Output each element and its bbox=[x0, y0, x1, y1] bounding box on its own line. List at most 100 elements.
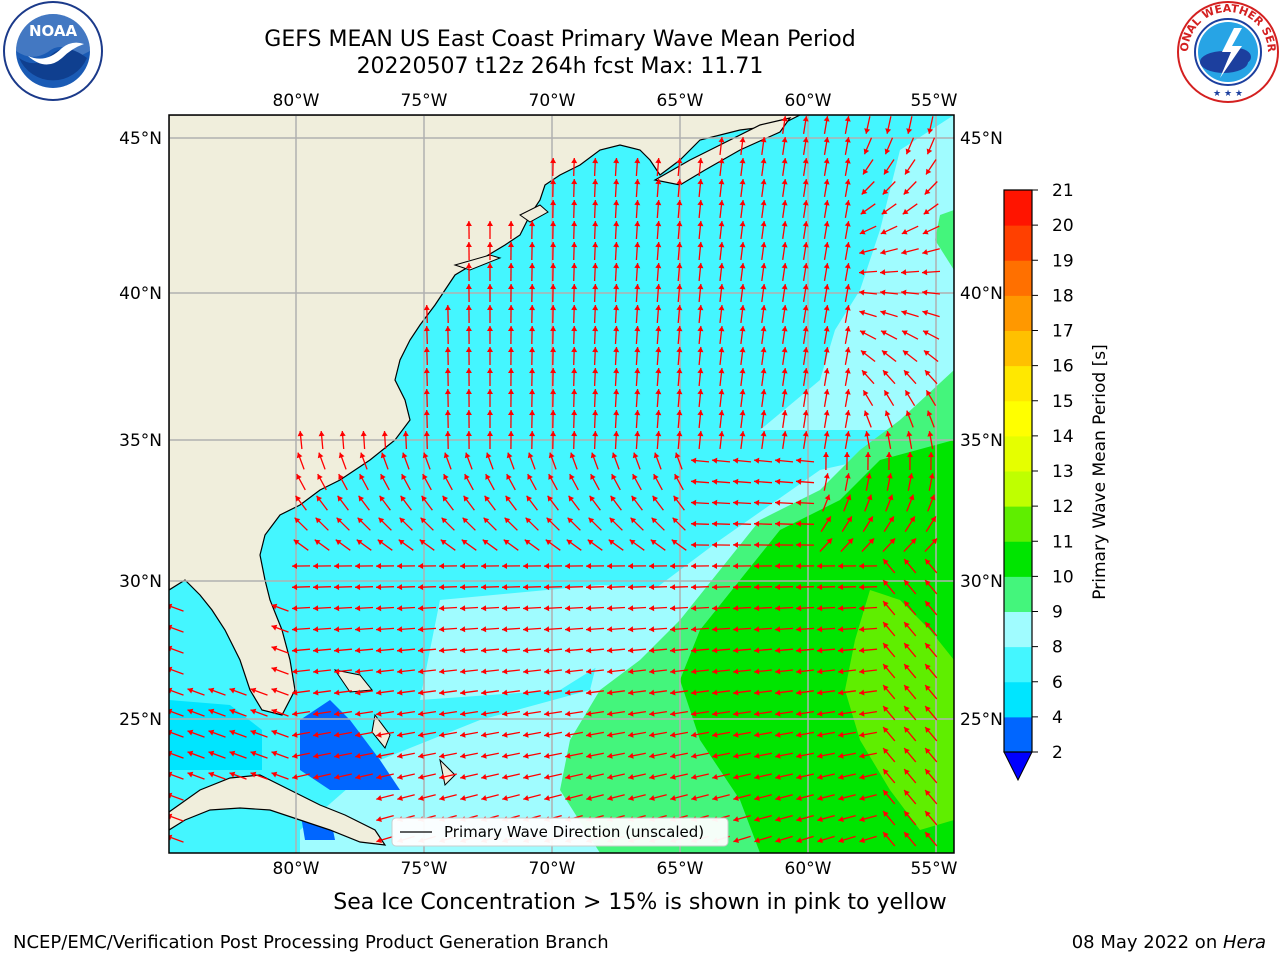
wave-arrow-head bbox=[523, 668, 529, 675]
wave-arrow-head bbox=[169, 792, 173, 799]
legend-label: Primary Wave Direction (unscaled) bbox=[444, 823, 704, 841]
wave-arrow-head bbox=[523, 774, 529, 780]
wave-arrow-head bbox=[733, 541, 738, 548]
wave-arrow-head bbox=[817, 774, 823, 780]
wave-arrow-head bbox=[712, 710, 718, 717]
wave-arrow-head bbox=[910, 538, 917, 545]
wave-arrow-head bbox=[313, 774, 319, 780]
wave-arrow-head bbox=[817, 795, 823, 801]
wave-arrow-head bbox=[481, 626, 487, 633]
wave-arrow-head bbox=[271, 666, 278, 673]
wave-arrow-head bbox=[781, 158, 788, 164]
wave-arrow-head bbox=[568, 495, 574, 502]
wave-arrow-head bbox=[508, 284, 514, 289]
wave-arrow-head bbox=[420, 517, 427, 524]
wave-arrow-head bbox=[676, 389, 683, 395]
wave-arrow-head bbox=[712, 752, 718, 759]
wave-arrow-head bbox=[592, 242, 599, 248]
wave-arrow-head bbox=[859, 795, 865, 801]
wave-arrow-head bbox=[550, 242, 557, 248]
wave-arrow-head bbox=[697, 389, 704, 395]
wave-arrow-head bbox=[208, 687, 215, 694]
wave-arrow-head bbox=[718, 137, 725, 143]
wave-arrow-head bbox=[760, 284, 767, 290]
wave-arrow-head bbox=[508, 263, 514, 268]
wave-arrow-head bbox=[397, 584, 403, 591]
wave-arrow-head bbox=[697, 326, 704, 332]
wave-arrow-head bbox=[292, 647, 298, 654]
wave-arrow-head bbox=[423, 347, 430, 353]
wave-arrow-head bbox=[904, 790, 910, 796]
wave-arrow-head bbox=[418, 795, 424, 801]
colorbar-bin bbox=[1004, 541, 1032, 577]
wave-arrow-head bbox=[859, 584, 865, 591]
wave-arrow-head bbox=[775, 605, 781, 612]
colorbar-bin bbox=[1004, 225, 1032, 261]
wave-arrow-head bbox=[439, 710, 445, 717]
wave-arrow-head bbox=[462, 517, 469, 524]
wave-arrow-head bbox=[676, 347, 683, 353]
wave-arrow-head bbox=[292, 774, 298, 780]
wave-arrow-head bbox=[460, 668, 466, 675]
wave-arrow-head bbox=[781, 410, 788, 416]
wave-arrow-head bbox=[316, 495, 322, 502]
wave-arrow-head bbox=[923, 208, 930, 215]
wave-arrow-head bbox=[439, 795, 445, 801]
wave-arrow-head bbox=[925, 811, 931, 817]
wave-arrow-head bbox=[297, 431, 304, 437]
wave-arrow-head bbox=[338, 474, 344, 480]
wave-arrow-head bbox=[880, 249, 886, 255]
wave-arrow-head bbox=[508, 326, 514, 331]
wave-arrow-head bbox=[565, 795, 571, 801]
wave-arrow-head bbox=[586, 605, 592, 612]
wave-arrow-head bbox=[355, 752, 361, 759]
wave-arrow-head bbox=[484, 495, 490, 502]
wave-arrow-head bbox=[739, 389, 746, 395]
wave-arrow-head bbox=[802, 221, 809, 227]
wave-arrow-head bbox=[508, 389, 514, 394]
wave-arrow-head bbox=[314, 539, 321, 546]
wave-arrow-head bbox=[796, 584, 802, 591]
wave-arrow-head bbox=[508, 305, 514, 310]
wave-arrow-head bbox=[817, 668, 823, 675]
colorbar-tick-label: 9 bbox=[1052, 603, 1063, 623]
wave-arrow-head bbox=[250, 729, 257, 736]
wave-arrow-head bbox=[859, 605, 865, 612]
wave-arrow-head bbox=[823, 116, 830, 122]
wave-arrow-head bbox=[796, 541, 801, 548]
wave-arrow-head bbox=[733, 499, 739, 506]
wave-arrow-head bbox=[485, 452, 492, 459]
wave-arrow-head bbox=[376, 795, 382, 801]
wave-arrow-head bbox=[632, 474, 638, 480]
wave-arrow-head bbox=[634, 263, 641, 269]
wave-arrow-head bbox=[508, 410, 514, 415]
wave-arrow-head bbox=[863, 168, 869, 175]
wave-arrow-head bbox=[888, 516, 894, 523]
wave-arrow-head bbox=[590, 452, 597, 459]
wave-arrow-head bbox=[565, 689, 571, 696]
wave-arrow-head bbox=[718, 158, 725, 164]
wave-arrow-head bbox=[461, 539, 468, 546]
wave-arrow-head bbox=[506, 452, 513, 459]
colorbar-tick-label: 6 bbox=[1052, 673, 1063, 693]
wave-arrow-head bbox=[904, 622, 910, 628]
wave-arrow-head bbox=[928, 452, 934, 457]
wave-arrow-head bbox=[867, 516, 873, 523]
wave-arrow-head bbox=[523, 626, 529, 633]
wave-arrow-head bbox=[358, 495, 364, 502]
wave-arrow-head bbox=[634, 284, 641, 290]
wave-arrow-head bbox=[208, 708, 215, 715]
wave-arrow-head bbox=[844, 326, 851, 332]
wave-arrow-head bbox=[487, 410, 493, 415]
wave-arrow-head bbox=[649, 584, 655, 591]
wave-arrow-head bbox=[925, 748, 931, 754]
wave-arrow-head bbox=[502, 752, 508, 759]
wave-arrow-head bbox=[904, 370, 910, 376]
wave-arrow-head bbox=[544, 626, 550, 633]
wave-arrow-head bbox=[922, 289, 928, 296]
wave-arrow-head bbox=[697, 263, 704, 269]
wave-arrow-head bbox=[712, 457, 718, 464]
wave-arrow-head bbox=[718, 242, 725, 248]
wave-arrow-head bbox=[802, 410, 809, 416]
wave-arrow-head bbox=[670, 689, 676, 696]
